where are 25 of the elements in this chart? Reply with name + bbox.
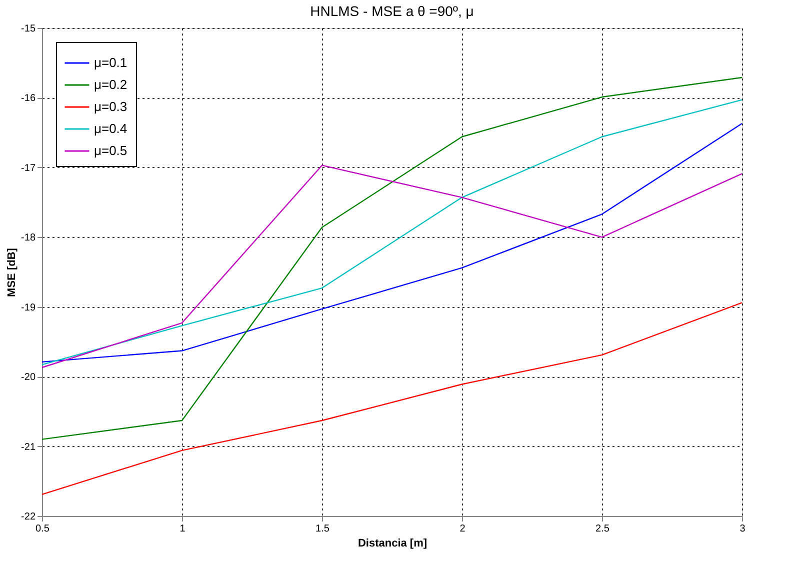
x-tick-label: 0.5 — [36, 524, 50, 534]
x-tick-label: 2.5 — [596, 524, 610, 534]
legend-label: μ=0.4 — [94, 121, 128, 136]
x-tick-label: 2 — [460, 524, 466, 534]
x-tick-label: 1 — [180, 524, 186, 534]
line-series — [41, 164, 743, 368]
y-tick-label: -15 — [21, 24, 36, 34]
y-axis-title: MSE [dB] — [6, 248, 18, 297]
x-tick-label: 3 — [740, 524, 746, 534]
legend-label: μ=0.3 — [94, 99, 128, 114]
legend-label: μ=0.1 — [94, 55, 128, 70]
legend-label: μ=0.5 — [94, 143, 128, 158]
y-tick-label: -22 — [21, 512, 36, 522]
y-tick-label: -16 — [21, 93, 36, 104]
y-tick-label: -21 — [21, 442, 36, 453]
line-series — [41, 76, 743, 440]
y-tick-label: -19 — [21, 302, 36, 314]
legend-label: μ=0.2 — [94, 77, 128, 92]
chart-title: HNLMS - MSE a θ =90º, μ — [310, 3, 474, 19]
y-tick-label: -17 — [21, 162, 36, 174]
x-axis-title: Distancia [m] — [358, 538, 428, 550]
x-tick-label: 1.5 — [316, 524, 330, 534]
y-tick-label: -18 — [21, 232, 36, 244]
line-series — [41, 302, 743, 495]
y-tick-label: -20 — [21, 372, 36, 384]
